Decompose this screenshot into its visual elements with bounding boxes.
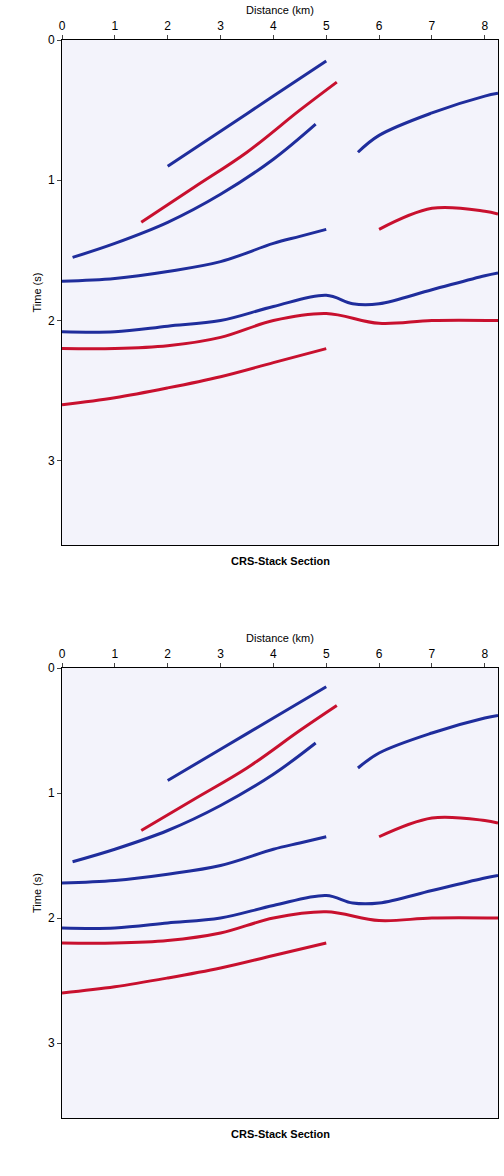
svg-text:8: 8 [481, 647, 488, 661]
svg-text:3: 3 [217, 647, 224, 661]
svg-text:Time (s): Time (s) [31, 273, 43, 313]
svg-text:1: 1 [48, 173, 55, 187]
svg-text:6: 6 [376, 647, 383, 661]
svg-text:0: 0 [59, 19, 66, 33]
svg-text:2: 2 [48, 314, 55, 328]
svg-text:2: 2 [164, 19, 171, 33]
svg-text:CRS-Stack Section: CRS-Stack Section [231, 555, 330, 567]
svg-text:6: 6 [376, 19, 383, 33]
svg-text:5: 5 [323, 19, 330, 33]
svg-text:5: 5 [323, 647, 330, 661]
svg-text:1: 1 [112, 647, 119, 661]
svg-text:4: 4 [270, 19, 277, 33]
svg-text:Distance (km): Distance (km) [246, 4, 314, 16]
svg-text:3: 3 [217, 19, 224, 33]
svg-text:2: 2 [164, 647, 171, 661]
svg-text:1: 1 [112, 19, 119, 33]
svg-text:3: 3 [48, 1036, 55, 1050]
svg-text:CRS-Stack Section: CRS-Stack Section [231, 1128, 330, 1140]
svg-text:0: 0 [48, 661, 55, 675]
svg-text:0: 0 [48, 33, 55, 47]
svg-text:7: 7 [429, 19, 436, 33]
svg-text:7: 7 [429, 647, 436, 661]
svg-text:Distance (km): Distance (km) [246, 632, 314, 644]
svg-text:0: 0 [59, 647, 66, 661]
svg-text:8: 8 [481, 19, 488, 33]
svg-text:4: 4 [270, 647, 277, 661]
svg-text:Time (s): Time (s) [31, 873, 43, 913]
svg-text:2: 2 [48, 911, 55, 925]
svg-text:1: 1 [48, 786, 55, 800]
svg-text:3: 3 [48, 454, 55, 468]
